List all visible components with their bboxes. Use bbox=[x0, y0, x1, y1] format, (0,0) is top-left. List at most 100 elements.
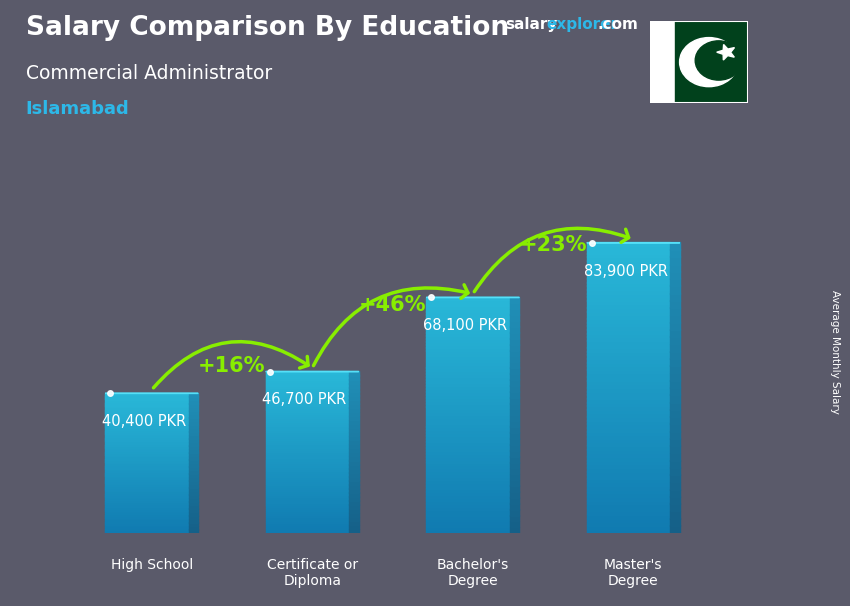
Bar bbox=[586, 304, 671, 308]
Bar bbox=[105, 508, 189, 510]
Bar bbox=[266, 504, 349, 507]
Bar bbox=[426, 302, 510, 306]
Bar bbox=[105, 487, 189, 490]
Bar bbox=[426, 335, 510, 339]
Polygon shape bbox=[717, 44, 734, 60]
Bar bbox=[426, 524, 510, 527]
Bar bbox=[266, 398, 349, 400]
Bar bbox=[105, 494, 189, 496]
Bar bbox=[426, 341, 510, 345]
Bar bbox=[671, 409, 680, 417]
Bar bbox=[426, 432, 510, 436]
Bar bbox=[266, 508, 349, 511]
Bar bbox=[266, 478, 349, 481]
Bar bbox=[189, 435, 198, 439]
Bar bbox=[671, 416, 680, 424]
Bar bbox=[105, 505, 189, 507]
Bar bbox=[426, 338, 510, 342]
Bar bbox=[349, 375, 359, 379]
Bar bbox=[586, 285, 671, 290]
Bar bbox=[586, 416, 671, 421]
Bar bbox=[586, 474, 671, 479]
Bar bbox=[426, 491, 510, 495]
Bar bbox=[586, 282, 671, 286]
Bar bbox=[349, 387, 359, 391]
Bar bbox=[266, 387, 349, 390]
Bar bbox=[426, 385, 510, 389]
Bar bbox=[426, 344, 510, 348]
Bar bbox=[510, 432, 519, 439]
Bar bbox=[426, 450, 510, 454]
Bar bbox=[586, 373, 671, 377]
Bar bbox=[426, 488, 510, 492]
Bar bbox=[586, 253, 671, 258]
Bar bbox=[586, 311, 671, 315]
Bar bbox=[105, 408, 189, 411]
Bar bbox=[671, 256, 680, 265]
Bar bbox=[105, 424, 189, 427]
Bar bbox=[266, 460, 349, 462]
Bar bbox=[266, 399, 349, 402]
Bar bbox=[426, 471, 510, 474]
Text: +23%: +23% bbox=[519, 236, 586, 256]
Bar bbox=[349, 371, 359, 376]
Bar bbox=[105, 517, 189, 519]
Bar bbox=[426, 500, 510, 504]
Bar bbox=[426, 518, 510, 522]
Bar bbox=[266, 456, 349, 459]
Bar bbox=[426, 430, 510, 433]
Bar bbox=[105, 498, 189, 500]
Bar bbox=[426, 453, 510, 457]
Bar bbox=[105, 423, 189, 425]
Bar bbox=[671, 438, 680, 446]
Bar bbox=[426, 409, 510, 413]
Bar bbox=[586, 300, 671, 304]
Bar bbox=[671, 460, 680, 468]
Bar bbox=[189, 494, 198, 498]
Bar bbox=[586, 507, 671, 511]
Bar bbox=[105, 458, 189, 460]
Bar bbox=[671, 344, 680, 351]
Bar bbox=[510, 415, 519, 421]
Bar bbox=[510, 503, 519, 510]
Bar bbox=[105, 440, 189, 442]
Bar bbox=[105, 449, 189, 451]
Bar bbox=[510, 379, 519, 386]
Bar bbox=[266, 418, 349, 420]
Bar bbox=[510, 509, 519, 516]
Bar bbox=[586, 355, 671, 359]
Bar bbox=[426, 512, 510, 516]
Bar bbox=[586, 340, 671, 344]
Bar bbox=[105, 489, 189, 491]
Bar bbox=[349, 407, 359, 412]
Bar bbox=[426, 308, 510, 312]
Bar bbox=[105, 463, 189, 465]
Bar bbox=[586, 242, 671, 247]
Bar bbox=[426, 441, 510, 445]
Bar bbox=[671, 351, 680, 359]
Bar bbox=[671, 489, 680, 497]
Bar bbox=[586, 478, 671, 482]
Bar bbox=[586, 402, 671, 406]
Bar bbox=[510, 338, 519, 345]
Bar bbox=[426, 382, 510, 386]
Bar bbox=[105, 479, 189, 481]
Bar bbox=[349, 508, 359, 513]
Bar bbox=[586, 351, 671, 355]
Text: explorer: explorer bbox=[547, 17, 619, 32]
Bar bbox=[671, 467, 680, 475]
Bar bbox=[426, 468, 510, 471]
Bar bbox=[105, 456, 189, 458]
Bar bbox=[671, 315, 680, 322]
Bar bbox=[671, 496, 680, 504]
Bar bbox=[426, 379, 510, 383]
Bar bbox=[266, 438, 349, 441]
Bar bbox=[586, 275, 671, 279]
Bar bbox=[105, 503, 189, 505]
Bar bbox=[266, 411, 349, 414]
Bar bbox=[671, 329, 680, 337]
Bar bbox=[349, 419, 359, 424]
Bar bbox=[349, 428, 359, 432]
Bar bbox=[586, 467, 671, 471]
Bar bbox=[105, 481, 189, 482]
